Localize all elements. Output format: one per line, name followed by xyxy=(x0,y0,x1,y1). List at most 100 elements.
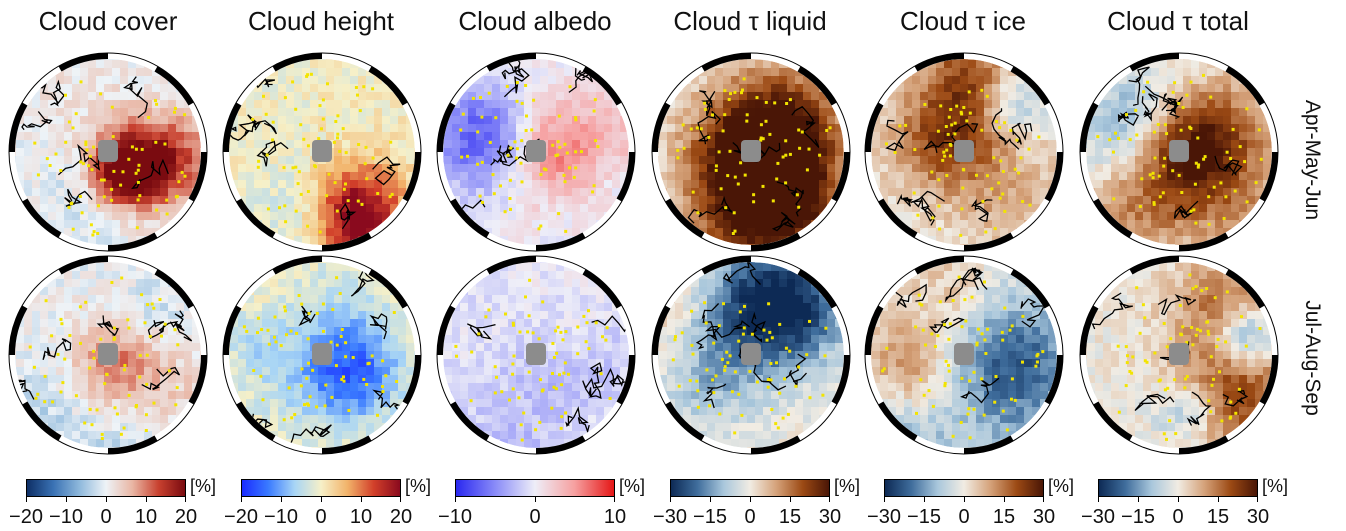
significance-stipple xyxy=(881,275,1045,440)
colorbar-tick-mark xyxy=(535,497,536,502)
colorbar-tick-mark xyxy=(1257,497,1258,502)
longitude-ring xyxy=(865,53,1063,251)
polar-map-cloud-cover-jul-aug-sep xyxy=(8,255,208,455)
coastline xyxy=(695,262,807,409)
colorbar-tick-mark xyxy=(1138,497,1139,502)
colorbar-tick-mark xyxy=(1004,497,1005,502)
colorbar xyxy=(455,479,615,497)
colorbar-unit-label: [%] xyxy=(1262,476,1289,496)
colorbar-tick-label: 30 xyxy=(1032,506,1056,528)
colorbar-tick-mark xyxy=(400,497,401,502)
colorbar-tick-mark xyxy=(26,497,27,502)
panel-title-cloud-height: Cloud height xyxy=(248,6,394,36)
polar-map-cloud-ice-apr-may-jun xyxy=(864,52,1064,252)
significance-stipple xyxy=(242,276,399,422)
polar-map-cloud-liquid-jul-aug-sep xyxy=(651,255,851,455)
colorbar-tick-mark xyxy=(1098,497,1099,502)
colorbar-unit-label: [%] xyxy=(190,476,217,496)
colorbar-tick-label: −30 xyxy=(1081,506,1115,528)
longitude-ring xyxy=(652,256,850,454)
colorbar-unit-label: [%] xyxy=(405,476,432,496)
colorbar-unit-label: [%] xyxy=(1048,476,1075,496)
colorbar-tick-mark xyxy=(924,497,925,502)
pole-mask xyxy=(312,343,332,365)
significance-stipple xyxy=(251,72,394,234)
colorbar-tick-mark xyxy=(964,497,965,502)
colorbar-tick-mark xyxy=(106,497,107,502)
longitude-ring xyxy=(9,256,207,454)
pole-mask xyxy=(954,343,974,365)
longitude-ring xyxy=(223,53,421,251)
panel-title-cloud-tau-ice: Cloud τ ice xyxy=(900,6,1026,36)
longitude-ring xyxy=(9,53,207,251)
colorbar xyxy=(884,479,1044,497)
coastline xyxy=(687,90,820,232)
colorbar-tick-label: 15 xyxy=(1206,506,1230,528)
polar-map-cloud-height-apr-may-jun xyxy=(222,52,422,252)
significance-stipple xyxy=(454,278,612,442)
colorbar-tick-label: −10 xyxy=(264,506,298,528)
colorbar-tick-label: −20 xyxy=(224,506,258,528)
colorbar-tick-label: 10 xyxy=(349,506,373,528)
colorbar xyxy=(1098,479,1258,497)
polar-map-cloud-albedo-apr-may-jun xyxy=(436,52,636,252)
colorbar xyxy=(26,479,186,497)
polar-map-cloud-ice-jul-aug-sep xyxy=(864,255,1064,455)
colorbar-tick-mark xyxy=(1218,497,1219,502)
colorbar-tick-mark xyxy=(241,497,242,502)
colorbar-tick-mark xyxy=(146,497,147,502)
colorbar-tick-label: 20 xyxy=(389,506,413,528)
pole-mask xyxy=(741,343,761,365)
anomaly-field xyxy=(658,262,844,448)
longitude-ring xyxy=(437,53,635,251)
panel-title-cloud-albedo: Cloud albedo xyxy=(458,6,612,36)
pole-mask xyxy=(1169,343,1189,365)
colorbar-tick-label: −20 xyxy=(9,506,43,528)
colorbar xyxy=(670,479,830,497)
colorbar-tick-mark xyxy=(790,497,791,502)
colorbar-tick-mark xyxy=(185,497,186,502)
pole-mask xyxy=(1169,140,1189,162)
colorbar-tick-label: −15 xyxy=(907,506,941,528)
colorbar-tick-label: −30 xyxy=(653,506,687,528)
colorbar-tick-label: 15 xyxy=(778,506,802,528)
coastline xyxy=(229,66,401,245)
colorbar-unit-label: [%] xyxy=(619,476,646,496)
colorbar-tick-label: −10 xyxy=(438,506,472,528)
row-label-amj: Apr-May-Jun xyxy=(1301,99,1324,221)
significance-stipple xyxy=(28,276,180,440)
colorbar-tick-mark xyxy=(670,497,671,502)
polar-map-cloud-total-jul-aug-sep xyxy=(1079,255,1279,455)
colorbar-tick-mark xyxy=(750,497,751,502)
panel-title-cloud-cover: Cloud cover xyxy=(38,6,178,36)
coastline xyxy=(885,108,1033,226)
polar-map-cloud-albedo-jul-aug-sep xyxy=(436,255,636,455)
pole-mask xyxy=(98,343,118,365)
colorbar-tick-label: −15 xyxy=(1121,506,1155,528)
colorbar-tick-label: 0 xyxy=(1172,506,1184,528)
colorbar-tick-label: 15 xyxy=(992,506,1016,528)
colorbar-unit-label: [%] xyxy=(834,476,861,496)
colorbar-tick-label: −10 xyxy=(49,506,83,528)
pole-mask xyxy=(312,140,332,162)
polar-map-cloud-cover-apr-may-jun xyxy=(8,52,208,252)
colorbar-tick-label: 30 xyxy=(1246,506,1270,528)
colorbar-tick-mark xyxy=(1178,497,1179,502)
pole-mask xyxy=(98,140,118,162)
colorbar-tick-label: 0 xyxy=(100,506,112,528)
colorbar-tick-mark xyxy=(321,497,322,502)
colorbar-tick-mark xyxy=(710,497,711,502)
polar-map-cloud-liquid-apr-may-jun xyxy=(651,52,851,252)
longitude-ring xyxy=(1080,53,1278,251)
colorbar-tick-label: 0 xyxy=(529,506,541,528)
polar-map-cloud-total-apr-may-jun xyxy=(1079,52,1279,252)
coastline xyxy=(1117,66,1243,219)
colorbar-tick-label: 10 xyxy=(603,506,627,528)
significance-stipple xyxy=(1116,273,1262,441)
polar-map-cloud-height-jul-aug-sep xyxy=(222,255,422,455)
colorbar-tick-mark xyxy=(614,497,615,502)
colorbar-tick-mark xyxy=(361,497,362,502)
colorbar-tick-label: 20 xyxy=(174,506,198,528)
colorbar-tick-mark xyxy=(281,497,282,502)
significance-stipple xyxy=(676,77,832,235)
